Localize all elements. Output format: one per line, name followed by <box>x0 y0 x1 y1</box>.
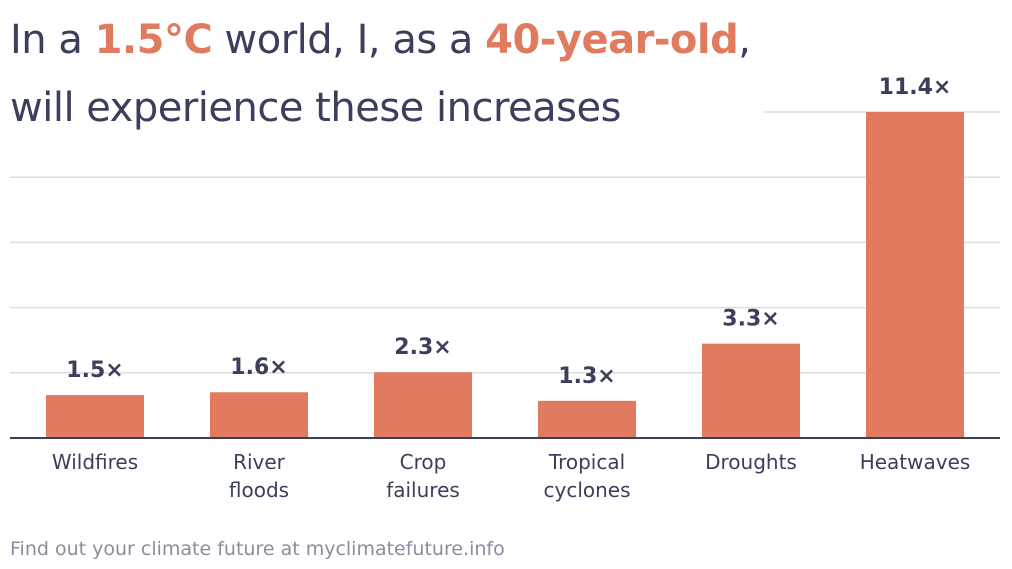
bar-river-floods <box>210 392 308 438</box>
title-text: , <box>738 17 751 63</box>
category-label: River <box>233 450 286 474</box>
footer-link-text: Find out your climate future at myclimat… <box>10 538 505 560</box>
category-label: Heatwaves <box>860 450 971 474</box>
value-label: 1.6× <box>230 355 287 380</box>
bar-droughts <box>702 343 800 438</box>
value-label: 1.5× <box>66 358 123 383</box>
category-label: cyclones <box>543 478 630 502</box>
bar-tropical-cyclones <box>538 400 636 438</box>
title-text: In a <box>10 17 95 63</box>
category-label: Wildfires <box>52 450 138 474</box>
value-label: 3.3× <box>722 307 779 332</box>
title-highlight-temperature: 1.5°C <box>94 17 213 63</box>
title-line-2: will experience these increases <box>10 85 621 131</box>
category-label: floods <box>229 478 289 502</box>
value-label: 11.4× <box>879 75 952 100</box>
bar-wildfires <box>46 395 144 438</box>
title-highlight-age: 40-year-old <box>485 17 739 63</box>
value-label: 1.3× <box>558 364 615 389</box>
category-label: failures <box>386 478 460 502</box>
title-line-1: In a 1.5°C world, I, as a 40-year-old, <box>10 6 751 74</box>
chart-title: In a 1.5°C world, I, as a 40-year-old, w… <box>10 6 765 142</box>
value-label: 2.3× <box>394 335 451 360</box>
bar-crop-failures <box>374 372 472 438</box>
bar-heatwaves <box>866 112 964 438</box>
category-label: Droughts <box>705 450 797 474</box>
category-label: Tropical <box>548 450 625 474</box>
title-text: world, I, as a <box>212 17 486 63</box>
category-label: Crop <box>400 450 447 474</box>
